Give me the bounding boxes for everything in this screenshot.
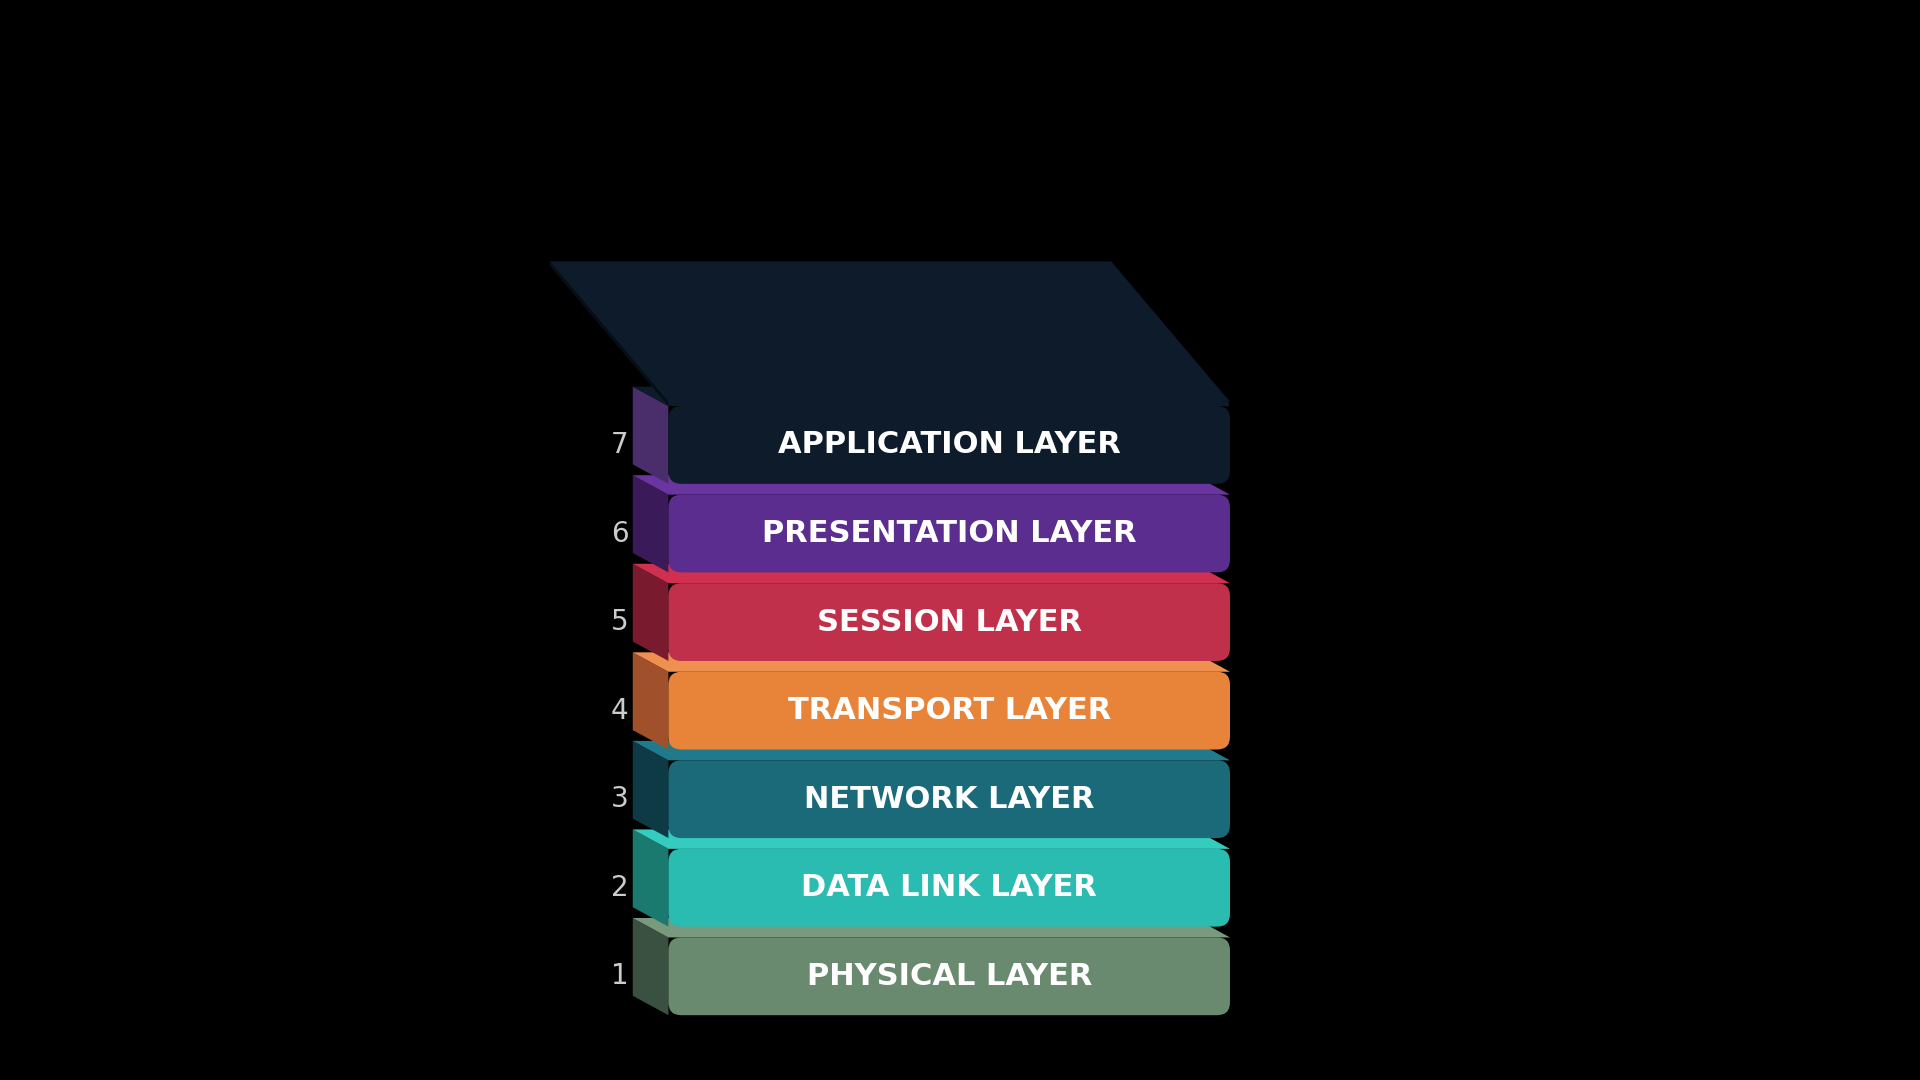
Polygon shape	[634, 652, 1231, 672]
FancyBboxPatch shape	[668, 760, 1231, 838]
Polygon shape	[634, 564, 1231, 583]
Text: 7: 7	[611, 431, 628, 459]
Polygon shape	[634, 741, 668, 838]
Text: 2: 2	[611, 874, 628, 902]
Polygon shape	[634, 829, 1231, 849]
Polygon shape	[634, 387, 668, 484]
Text: 6: 6	[611, 519, 628, 548]
Text: PRESENTATION LAYER: PRESENTATION LAYER	[762, 519, 1137, 548]
Text: 4: 4	[611, 697, 628, 725]
Text: PHYSICAL LAYER: PHYSICAL LAYER	[806, 962, 1092, 990]
Polygon shape	[634, 741, 1231, 760]
Text: 1: 1	[611, 962, 628, 990]
FancyBboxPatch shape	[668, 849, 1231, 927]
FancyBboxPatch shape	[668, 672, 1231, 750]
Polygon shape	[634, 564, 668, 661]
Text: DATA LINK LAYER: DATA LINK LAYER	[801, 874, 1096, 902]
Polygon shape	[634, 829, 668, 927]
FancyBboxPatch shape	[668, 583, 1231, 661]
Text: 5: 5	[611, 608, 628, 636]
Text: TRANSPORT LAYER: TRANSPORT LAYER	[787, 697, 1112, 725]
FancyBboxPatch shape	[668, 937, 1231, 1015]
Polygon shape	[549, 261, 1231, 402]
Polygon shape	[549, 261, 668, 406]
Polygon shape	[634, 475, 1231, 495]
FancyBboxPatch shape	[668, 406, 1231, 484]
Text: NETWORK LAYER: NETWORK LAYER	[804, 785, 1094, 813]
Polygon shape	[634, 387, 1231, 406]
Polygon shape	[634, 475, 668, 572]
FancyBboxPatch shape	[668, 495, 1231, 572]
Polygon shape	[634, 918, 1231, 937]
Text: APPLICATION LAYER: APPLICATION LAYER	[778, 431, 1121, 459]
Text: 3: 3	[611, 785, 628, 813]
Polygon shape	[634, 918, 668, 1015]
Text: SESSION LAYER: SESSION LAYER	[816, 608, 1081, 636]
FancyBboxPatch shape	[668, 402, 1231, 406]
Polygon shape	[634, 652, 668, 750]
